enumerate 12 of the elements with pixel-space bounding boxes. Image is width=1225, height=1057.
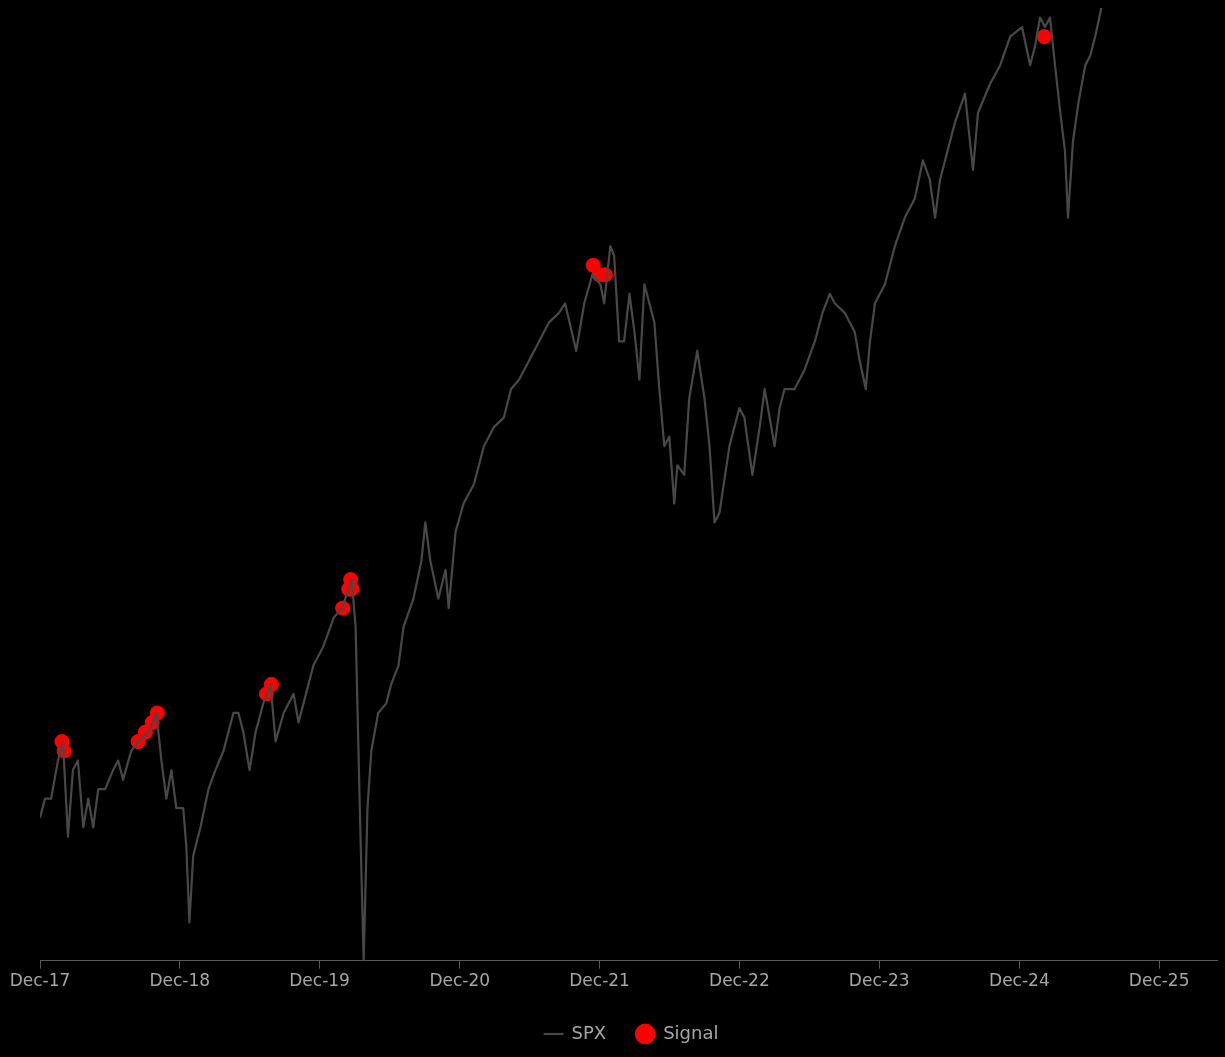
x-tick-label: Dec-21 [569,970,630,991]
x-tick-label: Dec-20 [429,970,491,991]
legend-label: SPX [571,1021,607,1043]
x-tick-label: Dec-17 [9,970,71,991]
x-tick-label: Dec-23 [848,970,910,991]
x-tick-label: Dec-19 [289,970,350,991]
point [1036,29,1052,45]
x-tick-label: Dec-22 [709,970,770,991]
x-tick-label: Dec-25 [1128,970,1190,991]
x-tick-label: Dec-18 [149,970,211,991]
x-tick-label: Dec-24 [989,970,1050,991]
legend-label: Signal [663,1021,719,1043]
